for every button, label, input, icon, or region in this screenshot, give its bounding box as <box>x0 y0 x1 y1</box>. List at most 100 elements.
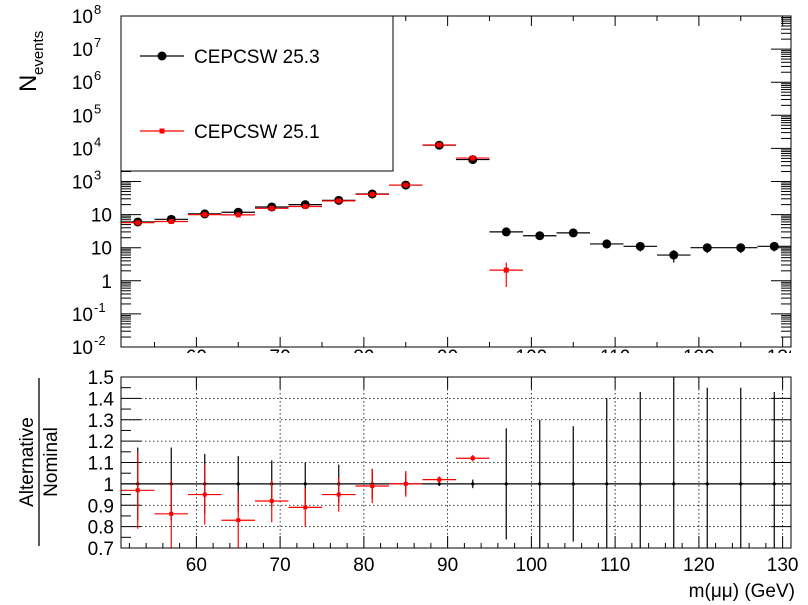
bottom-y-tick-label: 1.1 <box>88 454 114 475</box>
top-data-point <box>235 212 241 218</box>
top-y-tick-label: 10 <box>72 338 93 359</box>
ratio-data-point <box>336 492 341 497</box>
top-y-axis-title-main: N <box>15 75 42 92</box>
top-y-tick-exponent: 4 <box>94 134 101 149</box>
bottom-y-tick-label: 0.9 <box>88 496 114 517</box>
ratio-data-point <box>269 498 274 503</box>
ratio-data-point <box>705 482 709 486</box>
top-plot-frame <box>120 15 792 348</box>
bottom-x-tick-label: 120 <box>683 555 715 576</box>
bottom-x-tick-label: 80 <box>353 555 374 576</box>
bottom-y-tick-label: 1.5 <box>88 368 114 389</box>
top-y-tick-label: 10 <box>72 173 93 194</box>
top-data-point <box>436 142 442 148</box>
top-x-tick-label: 110 <box>600 347 630 368</box>
ratio-data-point <box>772 482 776 486</box>
top-data-point <box>769 241 779 251</box>
bottom-x-tick-label: 100 <box>516 555 548 576</box>
legend-entry-1: CEPCSW 25.3 <box>140 47 320 68</box>
top-data-point <box>635 241 645 251</box>
top-x-tick-label: 60 <box>186 347 207 368</box>
legend-entry-2: CEPCSW 25.1 <box>140 122 320 143</box>
bottom-x-tick-label: 60 <box>186 555 207 576</box>
ratio-denominator-label: Nominal <box>41 427 62 497</box>
ratio-data-point <box>135 488 140 493</box>
top-x-tick-label: 130 <box>767 347 799 368</box>
bottom-y-tick-label: 1.3 <box>88 411 114 432</box>
top-y-axis-title-sub: events <box>30 31 47 75</box>
top-data-point <box>503 267 509 273</box>
top-y-axis-title: N events <box>15 31 47 92</box>
legend-box <box>120 15 394 172</box>
ratio-data-point <box>437 477 442 482</box>
top-y-tick-label: 10 <box>91 239 112 260</box>
bottom-axis-ticks: 0.70.80.911.11.21.31.41.5 60 70 80 90 100 110 1… <box>88 368 799 576</box>
top-data-point <box>403 182 409 188</box>
top-data-point <box>736 243 746 253</box>
ratio-data-point <box>672 482 676 486</box>
top-y-tick-label: 10 <box>72 7 93 28</box>
bottom-y-tick-label: 1.2 <box>88 432 114 453</box>
top-y-tick-exponent: -1 <box>94 300 106 315</box>
legend-marker-2 <box>159 128 165 134</box>
top-y-tick-label: 10 <box>91 206 112 227</box>
ratio-data-point <box>504 482 508 486</box>
top-data-marks <box>121 140 791 287</box>
bottom-y-tick-label: 0.7 <box>88 539 114 560</box>
bottom-data-marks <box>121 377 776 548</box>
top-y-tick-exponent: 3 <box>94 168 101 183</box>
top-x-tick-label: 70 <box>270 347 291 368</box>
bottom-y-tick-label: 1.4 <box>88 389 115 410</box>
ratio-data-point <box>303 482 307 486</box>
top-data-point <box>669 250 679 260</box>
ratio-data-point <box>470 456 475 461</box>
legend: CEPCSW 25.3 CEPCSW 25.1 <box>120 15 394 172</box>
bottom-plot-frame <box>120 376 792 549</box>
bottom-x-tick-label: 90 <box>437 555 458 576</box>
top-data-point <box>168 218 174 224</box>
top-y-tick-exponent: 5 <box>94 101 101 116</box>
top-data-point <box>202 212 208 218</box>
bottom-y-axis-title: Alternative Nominal <box>17 378 62 546</box>
ratio-data-point <box>236 482 240 486</box>
top-data-point <box>369 191 375 197</box>
ratio-data-point <box>403 481 408 486</box>
bottom-x-tick-label: 70 <box>270 555 291 576</box>
bottom-y-tick-label: 0.8 <box>88 518 114 539</box>
top-x-tick-label: 100 <box>516 347 548 368</box>
ratio-data-point <box>605 482 609 486</box>
top-y-tick-exponent: -2 <box>94 333 106 348</box>
ratio-data-point <box>169 511 174 516</box>
ratio-data-point <box>370 484 375 489</box>
top-y-tick-label: 10 <box>72 305 93 326</box>
legend-marker-1 <box>157 51 167 61</box>
top-data-point <box>470 155 476 161</box>
bottom-grid <box>121 376 791 549</box>
ratio-data-point <box>236 518 241 523</box>
ratio-data-point <box>638 482 642 486</box>
top-y-tick-label: 10 <box>72 139 93 160</box>
top-y-tick-exponent: 7 <box>94 35 101 50</box>
top-data-point <box>302 203 308 209</box>
top-x-tick-label: 80 <box>353 347 374 368</box>
ratio-series-1 <box>136 377 776 548</box>
top-y-tick-exponent: 6 <box>94 68 101 83</box>
top-data-point <box>135 220 141 226</box>
bottom-x-tick-label: 110 <box>600 555 630 576</box>
ratio-data-point <box>303 505 308 510</box>
top-y-tick-exponent: 8 <box>94 2 101 17</box>
ratio-data-point <box>202 492 207 497</box>
top-data-point <box>269 205 275 211</box>
ratio-data-point <box>471 482 475 486</box>
legend-label-2: CEPCSW 25.1 <box>194 122 320 143</box>
top-x-tick-labels-clipped: 60 70 80 90 100 110 120 130 <box>186 347 799 368</box>
top-data-point <box>535 231 545 241</box>
bottom-y-tick-label: 1 <box>103 475 114 496</box>
top-data-point <box>602 239 612 249</box>
top-y-tick-label: 1 <box>101 272 112 293</box>
top-data-point <box>501 227 511 237</box>
top-y-tick-label: 10 <box>72 40 93 61</box>
